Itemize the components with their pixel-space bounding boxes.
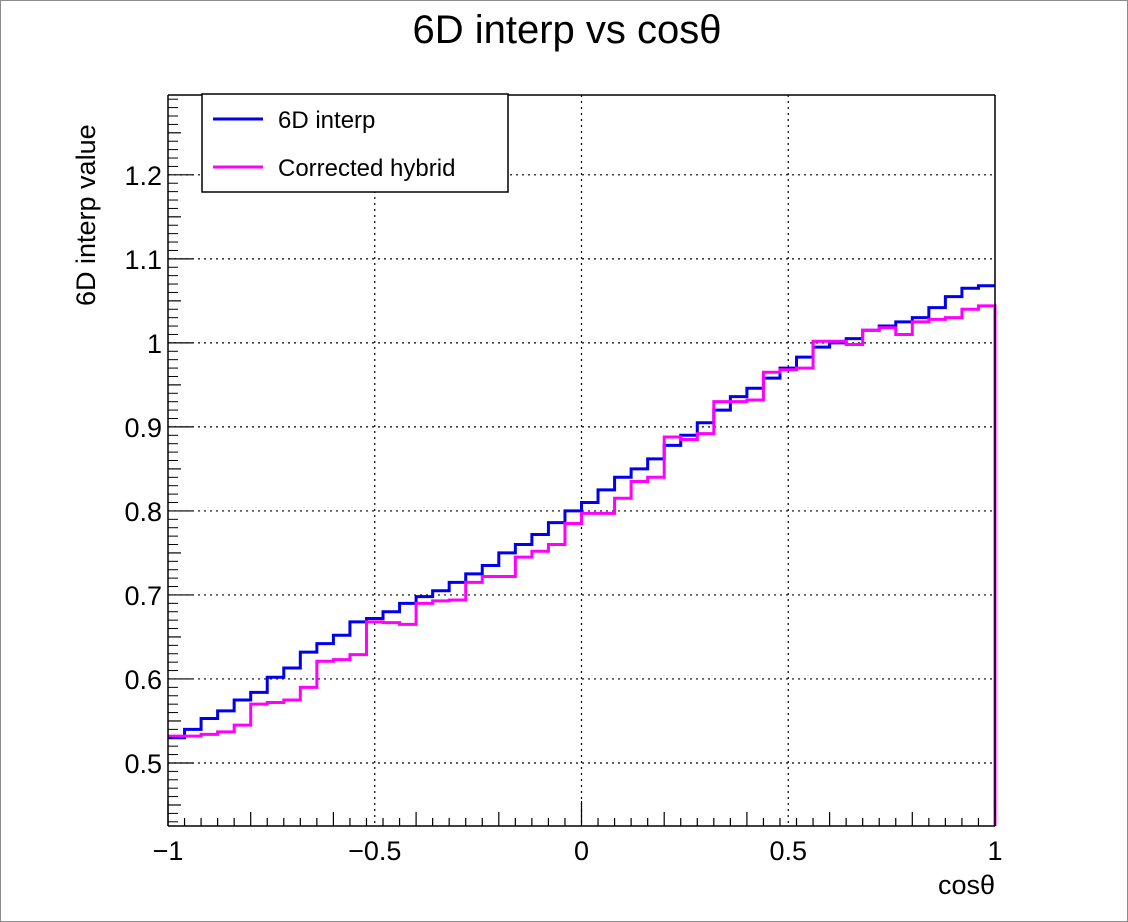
grid-layer [168,95,995,826]
ticks-layer: −1 −0.5 0 0.5 1 0.5 0.6 0.7 0.8 0.9 1 1.1 1.2 [124,98,1003,866]
y-tick-label: 0.9 [124,413,162,443]
x-tick-label: −1 [153,836,184,866]
y-tick-label: 1.2 [124,161,162,191]
legend-box [201,93,509,193]
x-tick-label: 0 [574,836,589,866]
y-tick-label: 0.7 [124,581,162,611]
series-layer [168,284,997,826]
chart-title: 6D interp vs cosθ [412,8,721,52]
x-tick-label: 1 [987,836,1002,866]
y-tick-label: 0.8 [124,497,162,527]
series-line-corrected-hybrid [168,304,997,826]
legend-label-6d-interp: 6D interp [278,107,375,134]
legend-label-corrected-hybrid: Corrected hybrid [278,155,455,182]
series-line-6d-interp [168,284,995,740]
y-tick-label: 0.6 [124,665,162,695]
x-axis-label: cosθ [938,870,995,900]
x-tick-label: −0.5 [348,836,401,866]
y-tick-label: 0.5 [124,749,162,779]
y-axis-label: 6D interp value [71,124,101,306]
y-tick-label: 1 [147,329,162,359]
x-tick-label: 0.5 [769,836,807,866]
legend: 6D interp Corrected hybrid [201,93,509,193]
y-tick-label: 1.1 [124,245,162,275]
